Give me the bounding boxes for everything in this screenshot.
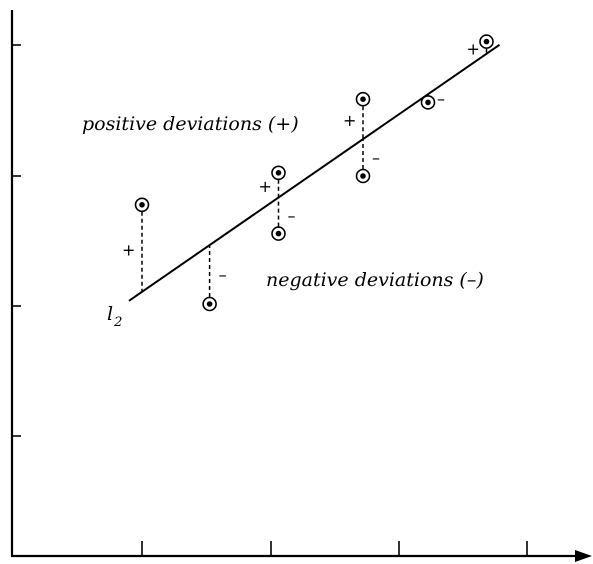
data-point bbox=[275, 170, 282, 176]
positive-deviations-label: positive deviations (+) bbox=[82, 113, 299, 135]
deviation-sign: + bbox=[467, 40, 480, 59]
data-point bbox=[425, 99, 431, 106]
negative-deviations-label: negative deviations (–) bbox=[266, 269, 484, 291]
deviation-sign: + bbox=[343, 111, 356, 130]
data-points bbox=[134, 34, 494, 312]
data-point bbox=[483, 38, 490, 45]
deviation-sign: – bbox=[437, 89, 445, 108]
line-label: l2 bbox=[107, 303, 122, 330]
deviation-signs: +–+–+––+ bbox=[122, 40, 480, 285]
regression-line-group bbox=[128, 43, 501, 302]
data-point bbox=[206, 301, 213, 307]
data-point bbox=[139, 202, 145, 208]
regression-line bbox=[128, 43, 501, 302]
deviation-sign: + bbox=[122, 240, 135, 259]
x-axis-arrow bbox=[575, 550, 592, 562]
deviation-sign: – bbox=[219, 266, 227, 285]
data-point bbox=[360, 96, 366, 102]
axes bbox=[10, 10, 592, 562]
deviation-sign: – bbox=[288, 207, 296, 226]
data-point bbox=[360, 173, 366, 179]
deviation-sign: – bbox=[372, 149, 380, 168]
data-point bbox=[275, 230, 282, 237]
deviation-sign: + bbox=[259, 177, 272, 196]
